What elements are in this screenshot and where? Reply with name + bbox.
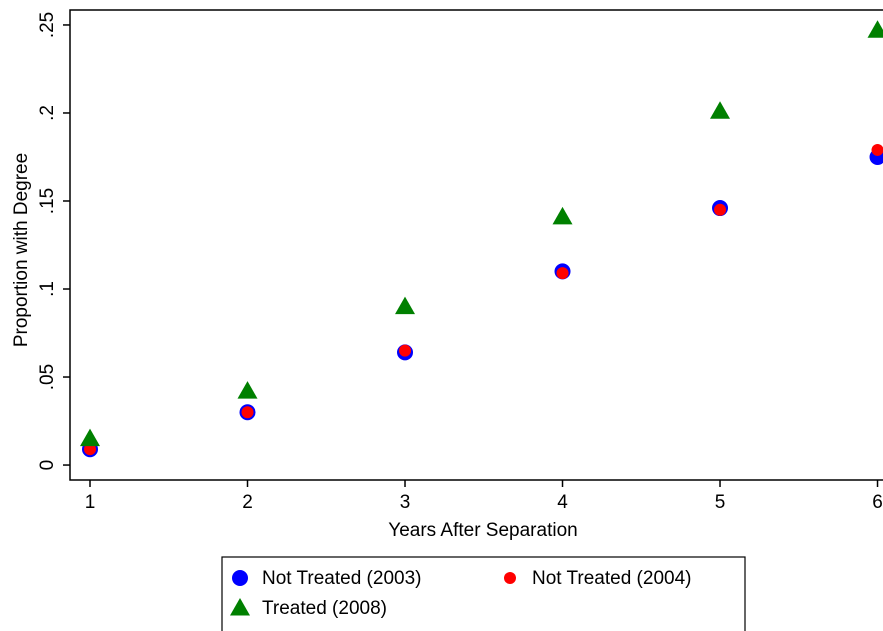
marker-triangle: [80, 428, 101, 447]
x-tick-label: 4: [557, 492, 568, 513]
marker-circle: [871, 143, 883, 156]
marker-triangle: [395, 296, 416, 315]
y-tick-label: .15: [37, 188, 58, 214]
legend-label: Not Treated (2004): [532, 568, 691, 589]
marker-triangle: [867, 20, 883, 38]
legend-marker: [232, 570, 248, 586]
x-tick-label: 6: [872, 492, 883, 513]
marker-circle: [399, 344, 412, 357]
x-tick-label: 3: [400, 492, 411, 513]
y-tick-label: .1: [37, 281, 58, 297]
plot-frame: [69, 9, 883, 481]
y-axis-label: Proportion with Degree: [11, 153, 32, 347]
y-tick-label: .2: [37, 105, 58, 121]
legend-frame: [221, 556, 746, 631]
legend: Not Treated (2003) Not Treated (2004) Trea…: [221, 556, 746, 631]
legend-label: Not Treated (2003): [262, 568, 421, 589]
marker-circle: [556, 267, 569, 280]
x-axis-label: Years After Separation: [388, 520, 577, 541]
legend-marker: [504, 572, 516, 584]
marker-circle: [241, 406, 254, 419]
marker-triangle: [552, 206, 573, 225]
legend-label: Treated (2008): [262, 598, 387, 619]
marker-triangle: [237, 381, 258, 399]
x-tick-label: 5: [715, 492, 726, 513]
marker-triangle: [710, 101, 731, 119]
marker-circle: [714, 203, 727, 216]
x-tick-label: 1: [85, 492, 96, 513]
marker-circle: [84, 443, 97, 456]
y-tick-label: .05: [37, 364, 58, 390]
y-tick-label: 0: [37, 460, 58, 471]
y-tick-label: .25: [37, 12, 58, 38]
legend-marker: [230, 598, 250, 616]
x-tick-label: 2: [242, 492, 253, 513]
